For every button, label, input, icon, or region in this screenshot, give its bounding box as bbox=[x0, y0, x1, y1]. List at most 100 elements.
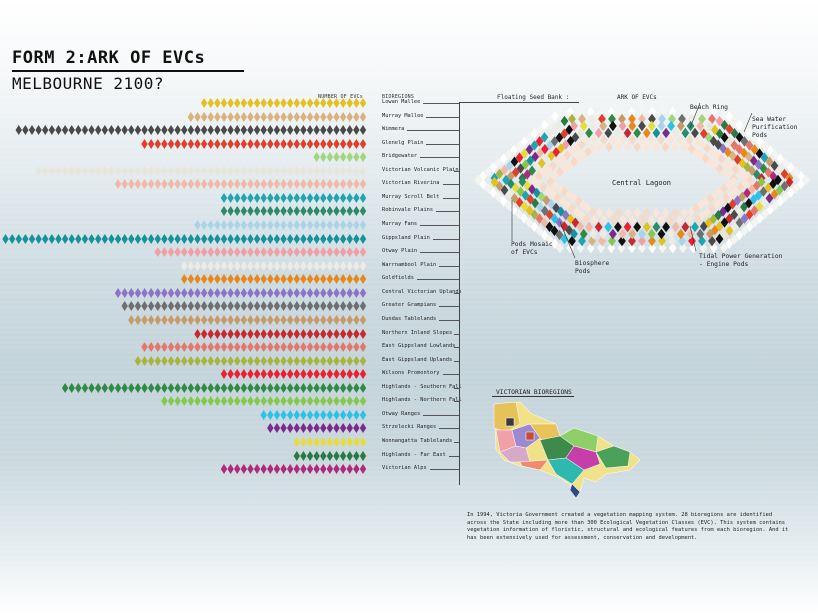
evc-pod bbox=[614, 221, 622, 233]
bioregion-connector bbox=[426, 143, 459, 145]
beach-ring-pod bbox=[761, 208, 769, 220]
evc-diamond bbox=[359, 138, 367, 149]
evc-diamond bbox=[306, 274, 314, 285]
evc-diamond bbox=[326, 260, 334, 271]
beach-ring-pod bbox=[509, 145, 518, 156]
evc-diamond bbox=[234, 355, 241, 366]
evc-pod bbox=[540, 205, 549, 217]
evc-diamond bbox=[353, 287, 360, 298]
evc-diamond bbox=[293, 464, 300, 475]
evc-diamond bbox=[339, 450, 347, 461]
evc-diamond bbox=[293, 396, 300, 407]
bioregion-connector bbox=[439, 428, 459, 430]
evc-diamond bbox=[280, 409, 287, 420]
evc-diamond bbox=[293, 260, 300, 271]
evc-diamond bbox=[326, 314, 334, 325]
evc-diamond bbox=[313, 464, 320, 475]
beach-ring-pod bbox=[556, 106, 564, 118]
evc-diamond bbox=[161, 233, 168, 244]
evc-diamond bbox=[147, 287, 155, 298]
evc-diamond bbox=[300, 409, 307, 420]
evc-diamond bbox=[141, 314, 148, 325]
evc-diamond bbox=[273, 423, 281, 434]
evc-diamond-bar bbox=[313, 152, 367, 163]
evc-diamond bbox=[181, 138, 188, 149]
evc-diamond bbox=[42, 125, 49, 136]
evc-diamond bbox=[81, 165, 89, 176]
bioregion-row: Greater Grampians bbox=[0, 300, 470, 312]
evc-diamond bbox=[313, 165, 320, 176]
evc-diamond bbox=[200, 328, 208, 339]
evc-diamond bbox=[313, 220, 320, 231]
biosphere-pod bbox=[685, 134, 694, 146]
beach-ring-pod bbox=[494, 157, 503, 169]
bioregion-row: Bridgewater bbox=[0, 151, 470, 163]
evc-diamond bbox=[253, 287, 261, 298]
evc-diamond bbox=[15, 125, 22, 136]
evc-pod bbox=[704, 217, 713, 228]
evc-diamond bbox=[286, 301, 294, 312]
evc-diamond bbox=[286, 125, 294, 136]
bioregion-label: Strzelecki Ranges bbox=[382, 424, 437, 431]
evc-diamond-bar bbox=[141, 342, 367, 353]
evc-pod bbox=[671, 221, 680, 233]
evc-diamond bbox=[240, 98, 248, 108]
evc-diamond bbox=[207, 287, 214, 298]
evc-diamond bbox=[260, 314, 267, 325]
evc-diamond bbox=[306, 206, 314, 217]
evc-diamond bbox=[75, 165, 82, 176]
evc-diamond bbox=[147, 165, 155, 176]
bioregion-row: Wonnangatta Tablelands bbox=[0, 436, 470, 448]
evc-diamond bbox=[200, 165, 208, 176]
beach-ring-pod bbox=[771, 200, 780, 211]
evc-diamond bbox=[194, 179, 201, 190]
evc-diamond bbox=[227, 98, 234, 108]
evc-diamond bbox=[220, 301, 228, 312]
evc-diamond bbox=[286, 287, 294, 298]
evc-diamond bbox=[227, 125, 234, 136]
evc-diamond bbox=[161, 314, 168, 325]
evc-diamond bbox=[313, 314, 320, 325]
evc-diamond bbox=[346, 165, 353, 176]
evc-diamond bbox=[273, 409, 281, 420]
evc-diamond bbox=[253, 355, 261, 366]
evc-diamond bbox=[253, 165, 261, 176]
evc-diamond bbox=[174, 396, 181, 407]
evc-diamond bbox=[267, 409, 274, 420]
bioregion-label: Wonnangatta Tablelands bbox=[382, 438, 453, 444]
beach-ring-pod bbox=[730, 234, 739, 245]
evc-diamond bbox=[260, 111, 267, 122]
evc-diamond bbox=[359, 342, 367, 353]
evc-diamond bbox=[234, 396, 241, 407]
evc-diamond bbox=[320, 396, 327, 407]
evc-diamond bbox=[147, 125, 155, 136]
evc-diamond bbox=[300, 301, 307, 312]
beach-ring-pod bbox=[791, 166, 800, 177]
evc-diamond bbox=[339, 179, 347, 190]
evc-diamond-bar bbox=[293, 437, 367, 447]
evc-diamond bbox=[359, 260, 367, 271]
evc-diamond bbox=[353, 382, 360, 393]
evc-diamond bbox=[260, 301, 267, 312]
bioregion-connector bbox=[419, 225, 459, 227]
evc-pod bbox=[540, 217, 549, 228]
annotation-leader-line bbox=[689, 102, 701, 129]
evc-diamond bbox=[260, 179, 267, 190]
evc-diamond bbox=[247, 301, 254, 312]
evc-diamond bbox=[207, 314, 214, 325]
evc-diamond bbox=[220, 369, 228, 380]
evc-diamond bbox=[273, 125, 281, 136]
evc-pod bbox=[745, 140, 754, 151]
evc-diamond bbox=[359, 152, 367, 163]
evc-diamond bbox=[234, 111, 241, 122]
evc-pod bbox=[515, 152, 524, 163]
evc-diamond bbox=[61, 125, 69, 136]
evc-diamond bbox=[68, 165, 75, 176]
evc-diamond bbox=[194, 355, 201, 366]
evc-diamond bbox=[227, 464, 234, 475]
beach-ring-pod bbox=[494, 191, 503, 203]
evc-diamond bbox=[313, 301, 320, 312]
evc-diamond bbox=[240, 165, 248, 176]
biosphere-pod bbox=[671, 207, 679, 219]
evc-pod bbox=[657, 228, 666, 240]
